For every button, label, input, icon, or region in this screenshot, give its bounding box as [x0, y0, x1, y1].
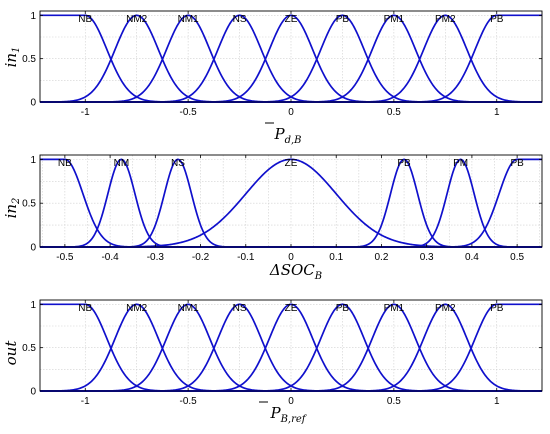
x-tick-label: -0.5: [180, 107, 198, 118]
x-tick-label: -0.3: [147, 252, 165, 263]
mf-label-nm1: NM1: [178, 303, 200, 314]
x-axis-label-pdb: Pd,B: [273, 125, 301, 146]
x-tick-label: -0.4: [101, 252, 119, 263]
y-tick-label: 0.5: [22, 54, 36, 65]
mf-label-pb: PB: [397, 158, 411, 169]
y-tick-label: 1: [30, 300, 36, 311]
in2-symbol: in: [2, 204, 20, 218]
mf-label-ns: NS: [233, 14, 247, 25]
x-axis-label-soc: ΔSOCB: [269, 261, 322, 282]
in1-symbol: in: [2, 53, 20, 67]
mf-label-ns: NS: [233, 303, 247, 314]
y-tick-label: 1: [30, 155, 36, 166]
plot-area: NB NM NS ZE PB PM PB -0.5 -0.4 -0.3 -0.2 -0.1 0 0.1 0.…: [22, 154, 543, 263]
x-tick-label: 1: [494, 107, 500, 118]
y-tick-label: 0: [30, 98, 36, 109]
x-tick-label: 0: [288, 107, 294, 118]
mf-label-ze: ZE: [285, 158, 298, 169]
y-tick-label: 0: [30, 387, 36, 398]
mf-label-ze: ZE: [285, 14, 298, 25]
mf-label-pm2: PM2: [435, 303, 456, 314]
in2-subscript: 2: [11, 198, 22, 205]
plot-area: NB NM2 NM1 NS ZE PB PM1 PM2 PB -1 -0.5 0 0.5 1 0 0.5 1: [22, 10, 543, 118]
y-axis-label-in1: in1: [2, 47, 22, 68]
x-tick-label: 0: [288, 396, 294, 407]
x-tick-label: 1: [494, 396, 500, 407]
mf-label-pb: PB: [336, 303, 350, 314]
y-tick-label: 1: [30, 11, 36, 22]
mf-label-nm1: NM1: [178, 14, 200, 25]
x-tick-label: 0.5: [387, 396, 401, 407]
y-tick-label: 0.5: [22, 199, 36, 210]
mf-label-pm1: PM1: [384, 303, 405, 314]
y-tick-label: 0.5: [22, 343, 36, 354]
x-tick-label: 0.5: [387, 107, 401, 118]
plot-area: NB NM2 NM1 NS ZE PB PM1 PM2 PB -1 -0.5 0 0.5 1 0 0.5 1: [22, 299, 543, 407]
pbref-subscript: B,ref: [280, 414, 308, 425]
x-tick-label: -0.2: [192, 252, 210, 263]
mf-label-ns: NS: [171, 158, 185, 169]
mf-label-pm2: PM2: [435, 14, 456, 25]
y-tick-label: 0: [30, 243, 36, 254]
mf-label-pm: PM: [453, 158, 468, 169]
x-tick-label: 0.3: [420, 252, 434, 263]
mf-label-pb: PB: [510, 158, 524, 169]
x-tick-label: -0.1: [237, 252, 255, 263]
pdb-symbol: P: [273, 125, 285, 143]
x-tick-label: 0.1: [329, 252, 343, 263]
mf-label-nb: NB: [78, 303, 92, 314]
mf-label-ze: ZE: [285, 303, 298, 314]
y-axis-label-in2: in2: [2, 198, 22, 219]
mf-label-nb: NB: [78, 14, 92, 25]
out-symbol: out: [2, 340, 20, 366]
mf-label-nm: NM: [114, 158, 130, 169]
x-tick-label: 0.2: [374, 252, 388, 263]
panel-in1: in1 Pd,B NB NM2 NM1 NS ZE PB PM1 PM2 PB-1 -0.5 0 0.…: [2, 10, 543, 146]
in1-subscript: 1: [11, 47, 22, 53]
x-tick-label: 0: [288, 252, 294, 263]
mf-label-nm2: NM2: [126, 14, 148, 25]
mf-label-nb: NB: [58, 158, 72, 169]
pdb-subscript: d,B: [285, 135, 302, 146]
x-tick-label: -0.5: [56, 252, 74, 263]
panel-out: out PB,ref NB NM2 NM1 NS ZE PB PM1 PM2 PB -1 -0.5 0…: [2, 299, 543, 425]
x-axis-label-pbref: PB,ref: [269, 404, 307, 425]
mf-label-pm1: PM1: [384, 14, 405, 25]
mf-label-pb: PB: [490, 14, 504, 25]
y-axis-label-out: out: [2, 340, 20, 366]
x-tick-label: -0.5: [180, 396, 198, 407]
x-tick-label: 0.4: [465, 252, 479, 263]
panel-in2: in2 ΔSOCB NB NM NS ZE PB PM PB -0.5 -0.4 -0.3 -0.2…: [2, 154, 543, 282]
x-tick-label: 0.5: [510, 252, 524, 263]
mf-label-nm2: NM2: [126, 303, 148, 314]
x-tick-label: -1: [81, 107, 90, 118]
mf-label-pb: PB: [336, 14, 350, 25]
soc-subscript: B: [314, 271, 322, 282]
x-tick-label: -1: [81, 396, 90, 407]
pbref-symbol: P: [269, 404, 281, 422]
mf-label-pb: PB: [490, 303, 504, 314]
soc-symbol: ΔSOC: [269, 261, 315, 279]
